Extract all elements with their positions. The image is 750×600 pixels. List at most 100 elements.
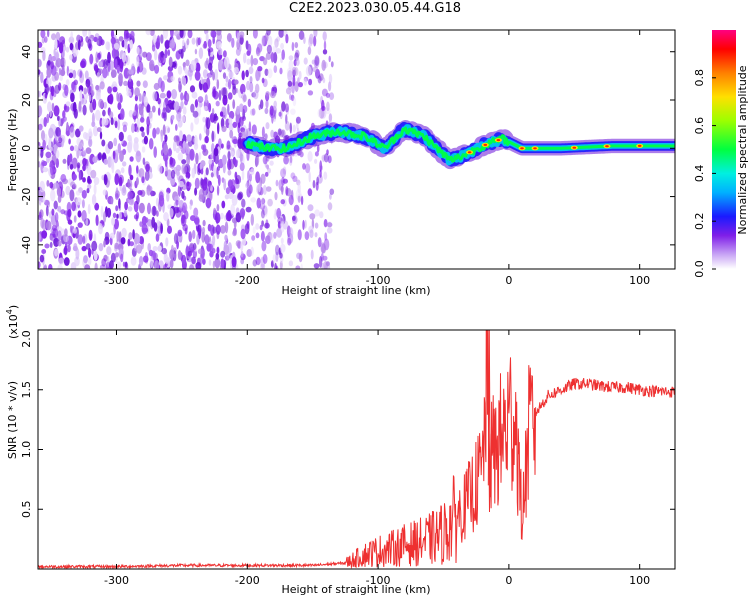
spectrogram-noise-blob <box>233 67 239 74</box>
spectrogram-noise-blob <box>325 107 331 115</box>
spectrogram-noise-blob <box>202 116 206 123</box>
spectrogram-noise-blob <box>273 65 278 73</box>
spectrogram-noise-blob <box>228 110 235 120</box>
spectrogram-noise-blob <box>103 118 109 126</box>
spectrogram-noise-blob <box>255 46 260 55</box>
spectrogram-ytick-label: 20 <box>20 93 33 107</box>
spectrogram-noise-blob <box>110 30 115 39</box>
spectrogram-noise-blob <box>141 215 147 226</box>
spectrogram-noise-blob <box>160 130 164 143</box>
snr-ytick-label: 1.0 <box>20 441 33 459</box>
spectrogram-noise-blob <box>93 177 100 185</box>
spectrogram-noise-blob <box>227 92 233 100</box>
spectrogram-noise-blob <box>162 124 166 136</box>
spectrogram-noise-blob <box>305 65 312 77</box>
spectrogram-noise-blob <box>225 187 230 195</box>
spectrogram-noise-blob <box>264 133 268 140</box>
snr-frame <box>37 329 676 570</box>
spectrogram-noise-blob <box>327 155 332 164</box>
spectrogram-noise-blob <box>118 131 124 142</box>
spectrogram-noise-blob <box>227 103 230 116</box>
spectrogram-noise-blob <box>252 58 259 66</box>
spectrogram-noise-blob <box>154 64 160 74</box>
spectrogram-noise-blob <box>239 162 245 171</box>
spectrogram-noise-blob <box>156 210 159 217</box>
spectrogram-noise-blob <box>146 184 151 196</box>
spectrogram-noise-blob <box>321 262 325 269</box>
spectrogram-noise-blob <box>61 117 65 124</box>
spectrogram-noise-blob <box>318 73 324 81</box>
spectrogram-noise-blob <box>138 255 144 267</box>
snr-series-line <box>38 330 675 569</box>
spectrogram-noise-blob <box>171 89 178 100</box>
spectrogram-noise-blob <box>120 253 124 263</box>
spectrogram-noise-blob <box>197 37 201 46</box>
spectrogram-noise-blob <box>129 138 133 150</box>
spectrogram-noise-blob <box>87 84 91 94</box>
spectrogram-noise-blob <box>103 174 108 186</box>
spectrogram-noise-blob <box>44 36 48 43</box>
spectrogram-noise-blob <box>235 240 242 247</box>
spectrogram-noise-blob <box>214 257 221 269</box>
spectrogram-noise-blob <box>60 69 66 77</box>
spectrogram-noise-blob <box>150 256 154 268</box>
spectrogram-noise-blob <box>38 161 41 168</box>
spectrogram-noise-blob <box>47 30 50 38</box>
spectrogram-noise-blob <box>212 234 216 246</box>
spectrogram-noise-blob <box>43 264 48 269</box>
spectrogram-noise-blob <box>168 56 173 68</box>
spectrogram-noise-blob <box>160 80 165 93</box>
spectrogram-noise-blob <box>93 125 98 137</box>
spectrogram-noise-blob <box>231 194 238 206</box>
spectrogram-noise-blob <box>246 58 251 65</box>
spectrogram-noise-blob <box>105 41 110 50</box>
spectrogram-noise-blob <box>256 154 260 166</box>
spectrogram-noise-blob <box>123 80 128 86</box>
spectrogram-noise-blob <box>175 209 182 218</box>
spectrogram-noise-blob <box>282 166 287 175</box>
spectrogram-noise-blob <box>119 61 124 73</box>
spectrogram-noise-blob <box>326 149 329 156</box>
spectrogram-noise-blob <box>157 107 161 116</box>
spectrogram-noise-blob <box>315 68 320 79</box>
spectrogram-noise-blob <box>135 150 142 163</box>
spectrogram-noise-blob <box>261 198 266 205</box>
spectrogram-noise-blob <box>103 158 108 165</box>
spectrogram-noise-blob <box>291 66 297 76</box>
spectrogram-noise-blob <box>75 190 81 196</box>
spectrogram-noise-blob <box>247 43 252 55</box>
spectrogram-noise-blob <box>195 262 202 269</box>
spectrogram-noise-blob <box>95 91 100 101</box>
spectrogram-noise-blob <box>178 180 184 188</box>
spectrogram-noise-blob <box>54 212 59 223</box>
spectrogram-noise-blob <box>232 121 238 128</box>
spectrogram-noise-blob <box>118 36 124 42</box>
spectrogram-noise-blob <box>164 258 169 264</box>
spectrogram-noise-blob <box>260 173 266 184</box>
spectrogram-noise-blob <box>246 80 251 91</box>
spectrogram-noise-blob <box>68 72 74 79</box>
spectrogram-noise-blob <box>170 75 175 82</box>
spectrogram-noise-blob <box>241 130 246 139</box>
spectrogram-noise-blob <box>60 174 67 183</box>
spectrogram-noise-blob <box>81 245 87 252</box>
spectrogram-noise-blob <box>38 123 43 131</box>
spectrogram-noise-blob <box>107 51 111 64</box>
spectrogram-noise-blob <box>40 71 44 84</box>
spectrogram-noise-blob <box>88 30 91 38</box>
spectrogram-noise-blob <box>286 225 291 238</box>
spectrogram-noise-blob <box>114 42 120 50</box>
spectrogram-noise-blob <box>166 90 172 99</box>
spectrogram-noise-blob <box>208 102 212 113</box>
spectrogram-noise-blob <box>252 226 256 234</box>
spectrogram-noise-blob <box>82 164 86 172</box>
spectrogram-noise-blob <box>106 207 112 218</box>
spectrogram-noise-blob <box>91 194 97 206</box>
spectrogram-noise-blob <box>212 226 217 234</box>
spectrogram-noise-blob <box>203 105 208 111</box>
spectrogram-noise-blob <box>48 140 52 149</box>
spectrogram-noise-blob <box>323 219 328 228</box>
spectrogram-noise-blob <box>292 124 296 133</box>
spectrogram-noise-blob <box>50 163 54 176</box>
spectrogram-noise-blob <box>142 227 149 233</box>
